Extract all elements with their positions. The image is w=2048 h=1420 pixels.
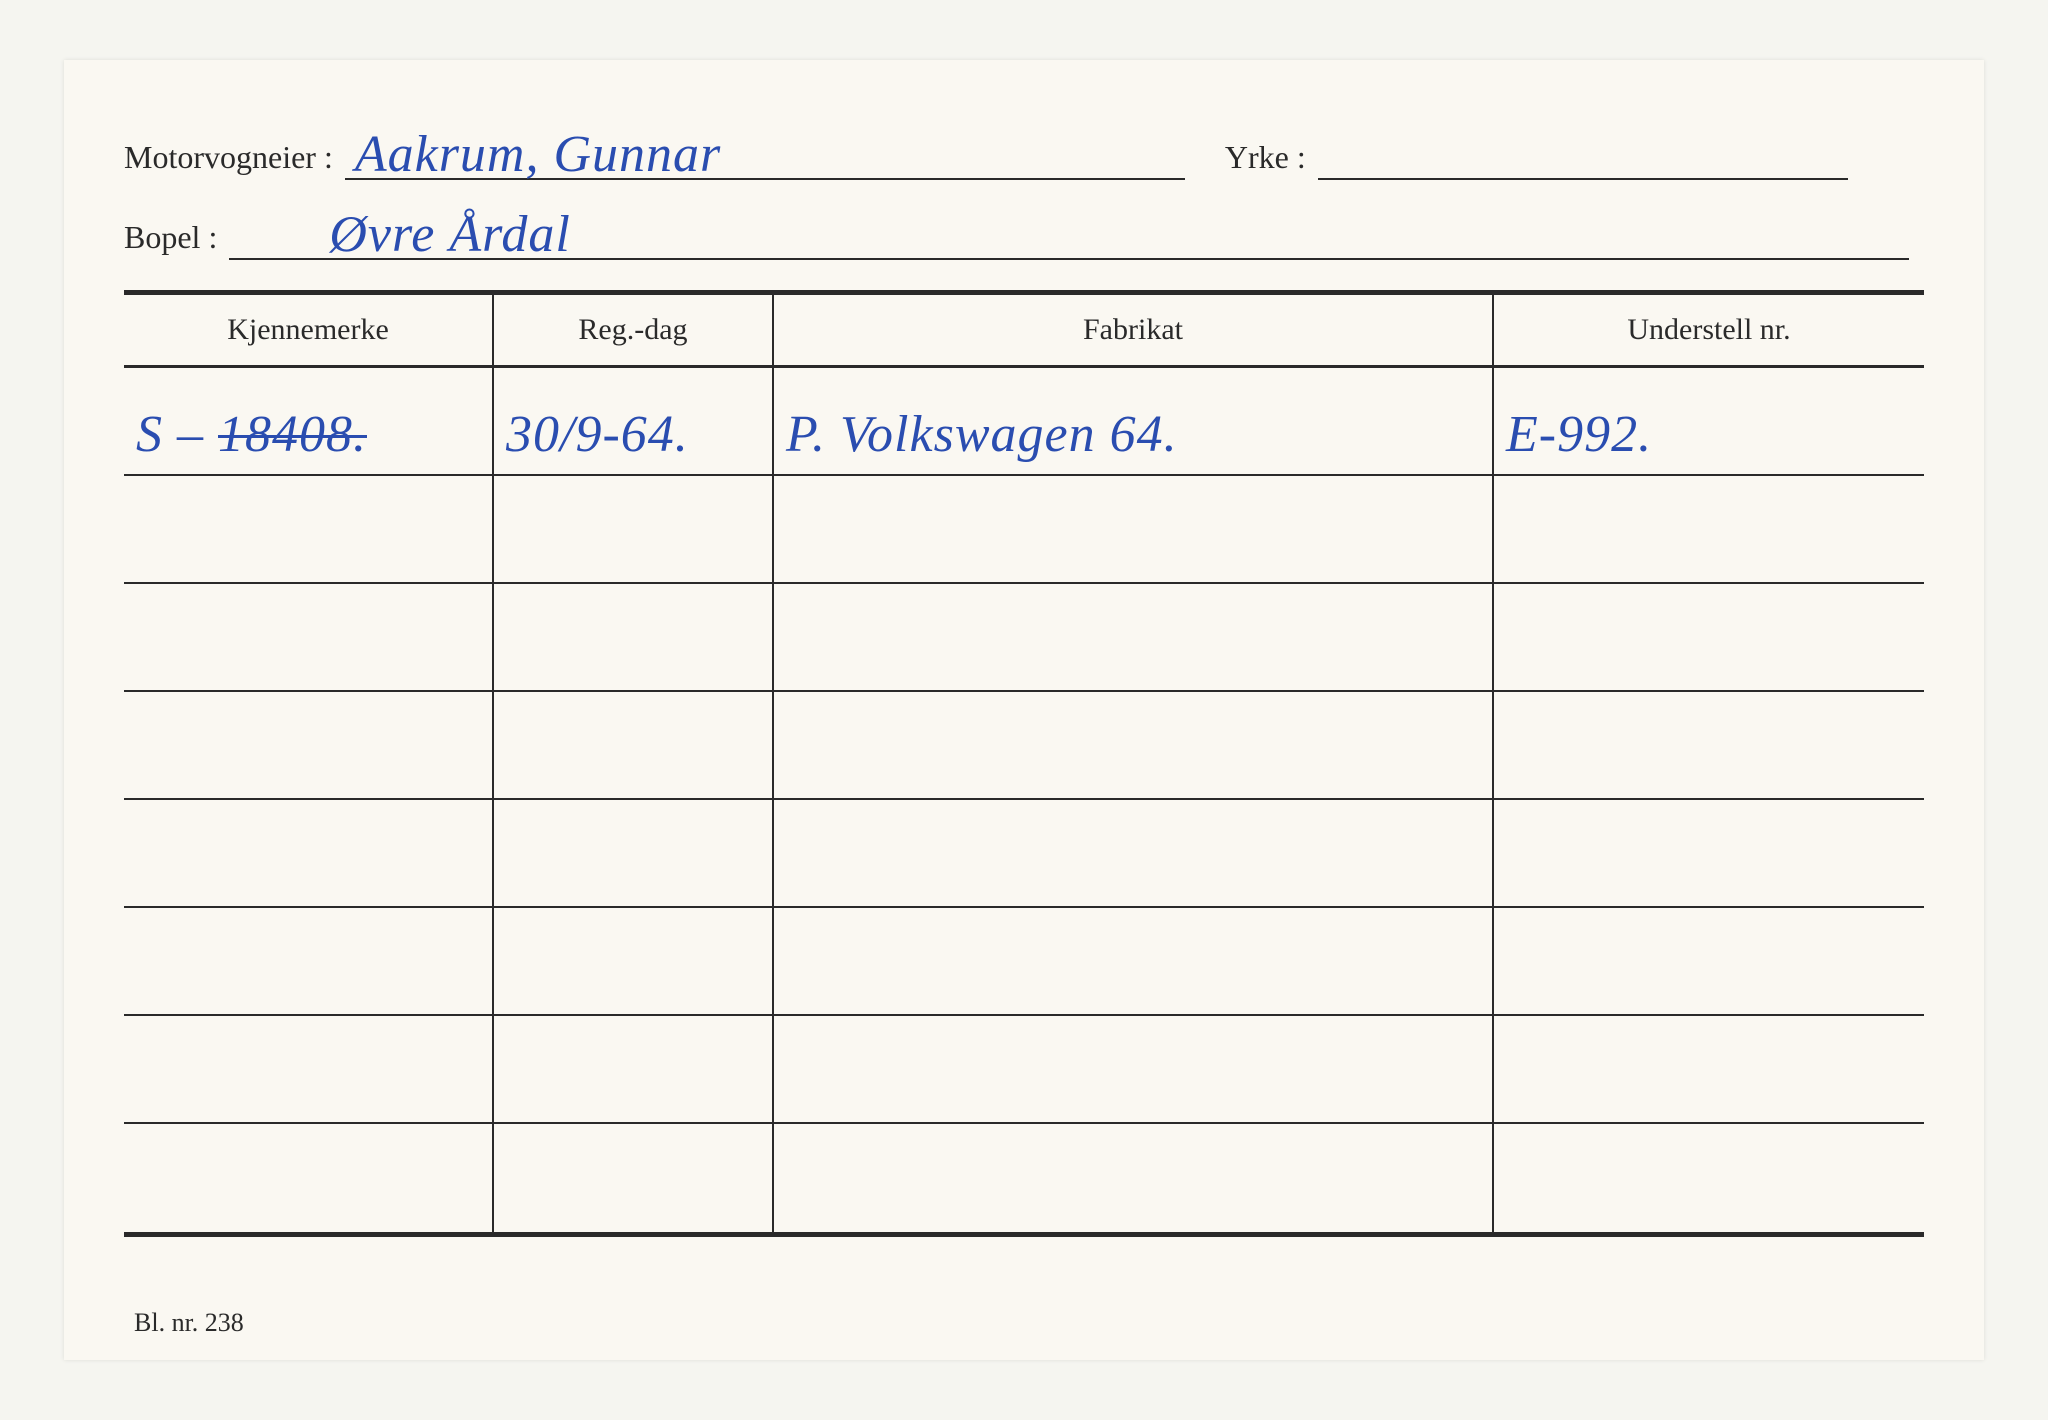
- table-row: [124, 476, 1924, 584]
- table-row: [124, 800, 1924, 908]
- field-bopel: Bopel : Øvre Årdal: [124, 210, 1909, 260]
- value-understell: E-992.: [1506, 405, 1652, 464]
- cell-understell: E-992.: [1494, 368, 1924, 474]
- field-motorvogneier: Motorvogneier : Aakrum, Gunnar: [124, 130, 1185, 180]
- kjennemerke-prefix: S –: [136, 406, 204, 463]
- table-row: [124, 1124, 1924, 1232]
- column-header-reg-dag: Reg.-dag: [494, 295, 774, 365]
- column-header-fabrikat: Fabrikat: [774, 295, 1494, 365]
- registration-table: Kjennemerke Reg.-dag Fabrikat Understell…: [124, 290, 1924, 1237]
- table-row: [124, 908, 1924, 1016]
- value-fabrikat: P. Volkswagen 64.: [786, 405, 1178, 464]
- column-header-kjennemerke: Kjennemerke: [124, 295, 494, 365]
- table-row: [124, 584, 1924, 692]
- label-motorvogneier: Motorvogneier :: [124, 139, 345, 180]
- field-yrke: Yrke :: [1225, 130, 1848, 180]
- kjennemerke-struck: 18408.: [218, 406, 367, 463]
- cell-kjennemerke: S – 18408.: [124, 368, 494, 474]
- cell-reg-dag: 30/9-64.: [494, 368, 774, 474]
- table-row: S – 18408. 30/9-64. P. Volkswagen 64. E-…: [124, 368, 1924, 476]
- form-number: Bl. nr. 238: [134, 1308, 244, 1338]
- table-body: S – 18408. 30/9-64. P. Volkswagen 64. E-…: [124, 368, 1924, 1232]
- table-row: [124, 692, 1924, 800]
- cell-fabrikat: P. Volkswagen 64.: [774, 368, 1494, 474]
- value-bopel: Øvre Årdal: [329, 205, 571, 264]
- value-motorvogneier: Aakrum, Gunnar: [355, 125, 721, 184]
- label-bopel: Bopel :: [124, 219, 229, 260]
- header-fields: Motorvogneier : Aakrum, Gunnar Yrke : Bo…: [124, 130, 1924, 260]
- value-reg-dag: 30/9-64.: [506, 405, 689, 464]
- registration-card: Motorvogneier : Aakrum, Gunnar Yrke : Bo…: [64, 60, 1984, 1360]
- table-header-row: Kjennemerke Reg.-dag Fabrikat Understell…: [124, 295, 1924, 368]
- column-header-understell: Understell nr.: [1494, 295, 1924, 365]
- table-row: [124, 1016, 1924, 1124]
- label-yrke: Yrke :: [1225, 139, 1318, 180]
